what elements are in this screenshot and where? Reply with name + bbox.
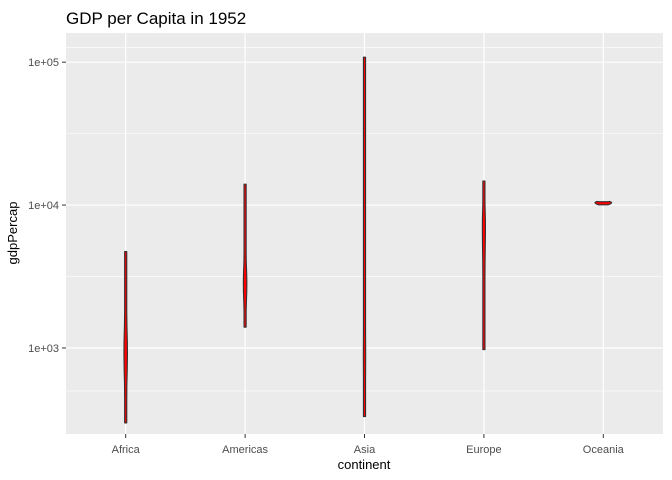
x-tick-label: Oceania <box>583 444 625 456</box>
x-axis: Africa Americas Asia Europe Oceania <box>112 434 625 456</box>
y-tick-label: 1e+04 <box>28 200 59 212</box>
y-tick-label: 1e+03 <box>28 343 59 355</box>
x-axis-title: continent <box>338 457 391 472</box>
x-tick-label: Americas <box>222 444 268 456</box>
y-axis-title: gdpPercap <box>5 202 20 265</box>
x-tick-label: Asia <box>354 444 376 456</box>
y-axis: 1e+03 1e+04 1e+05 <box>28 57 66 355</box>
violins <box>123 56 613 424</box>
chart-title: GDP per Capita in 1952 <box>66 9 246 28</box>
violin-africa <box>123 251 129 424</box>
violin-europe <box>481 180 486 351</box>
violin-asia <box>362 56 367 418</box>
y-tick-label: 1e+05 <box>28 57 59 69</box>
x-tick-label: Africa <box>112 444 141 456</box>
violin-oceania <box>594 200 613 206</box>
violin-americas <box>242 183 248 328</box>
x-tick-label: Europe <box>466 444 501 456</box>
